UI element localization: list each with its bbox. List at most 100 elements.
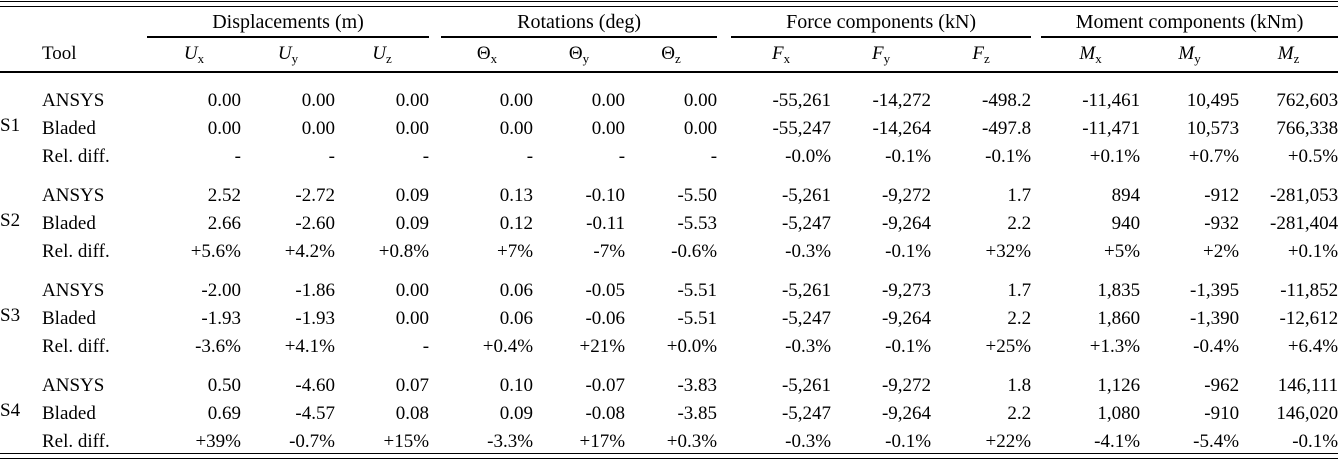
- value-cell: -11,852: [1280, 280, 1338, 301]
- value-cell: 0.50: [207, 375, 241, 396]
- value-cell: -4.57: [295, 403, 335, 424]
- column-gap: [429, 140, 441, 168]
- symbol-subscript: y: [582, 50, 590, 66]
- value-cell: +6.4%: [1287, 336, 1338, 357]
- value-cell: +4.1%: [284, 336, 335, 357]
- value-cell: 1,835: [1097, 280, 1141, 301]
- value-cell: +17%: [579, 431, 626, 452]
- column-gap: [1031, 330, 1041, 358]
- column-gap: [717, 425, 731, 453]
- column-gap: [717, 37, 732, 73]
- value-cell: -912: [1204, 185, 1240, 206]
- value-cell: -3.85: [677, 403, 718, 424]
- value-cell: 0.00: [301, 90, 335, 111]
- tool-cell: Bladed: [42, 118, 96, 139]
- symbol-subscript: y: [1194, 50, 1201, 66]
- column-gap: [429, 235, 441, 263]
- group-header-rotations: Rotations (deg): [441, 7, 718, 38]
- value-cell: 0.00: [591, 118, 626, 139]
- value-cell: +0.0%: [666, 336, 718, 357]
- value-cell: -55,247: [772, 118, 832, 139]
- value-cell: -: [422, 336, 430, 357]
- value-cell: -281,053: [1270, 185, 1338, 206]
- value-cell: -9,272: [881, 375, 932, 396]
- symbol-base: U: [183, 42, 198, 64]
- value-cell: 0.00: [499, 90, 534, 111]
- column-gap: [717, 397, 731, 425]
- column-gap: [717, 263, 731, 302]
- value-cell: +22%: [985, 431, 1032, 452]
- value-cell: -0.3%: [785, 241, 832, 262]
- value-cell: 2.52: [207, 185, 241, 206]
- tool-cell: Bladed: [42, 213, 96, 234]
- value-cell: +21%: [579, 336, 626, 357]
- value-cell: -1,390: [1190, 308, 1240, 329]
- value-cell: -0.1%: [885, 146, 932, 167]
- tool-cell: ANSYS: [42, 375, 105, 396]
- value-cell: -11,461: [1082, 90, 1141, 111]
- symbol-subscript: x: [490, 50, 498, 66]
- results-table-body: S1 ANSYS 0.00 0.00 0.00 0.00 0.00 0.00 -55,261 -1…: [0, 72, 1338, 453]
- value-cell: 0.08: [395, 403, 430, 424]
- column-gap: [429, 7, 441, 37]
- value-cell: 940: [1111, 213, 1141, 234]
- column-gap: [429, 112, 441, 140]
- tool-cell: ANSYS: [42, 280, 105, 301]
- symbol-subscript: x: [197, 50, 205, 66]
- column-gap: [1031, 425, 1041, 453]
- tool-cell: Rel. diff.: [42, 336, 110, 357]
- value-cell: -9,273: [881, 280, 932, 301]
- section-label: S1: [0, 115, 21, 136]
- value-cell: -4.1%: [1094, 431, 1141, 452]
- value-cell: 0.00: [683, 118, 718, 139]
- value-cell: +15%: [383, 431, 430, 452]
- group-header-row: Displacements (m) Rotations (deg) Force …: [0, 7, 1338, 38]
- value-cell: +0.7%: [1188, 146, 1240, 167]
- table-top-rule: [0, 1, 1338, 7]
- value-cell: -0.7%: [289, 431, 335, 452]
- value-cell: -0.08: [585, 403, 626, 424]
- value-cell: -: [234, 146, 241, 167]
- value-cell: -2.60: [295, 213, 335, 234]
- value-cell: -0.0%: [785, 146, 832, 167]
- value-cell: -14,264: [872, 118, 932, 139]
- value-cell: +32%: [985, 241, 1032, 262]
- value-cell: +0.4%: [482, 336, 534, 357]
- value-cell: -498.2: [982, 90, 1032, 111]
- value-cell: -0.6%: [671, 241, 718, 262]
- symbol-base: Θ: [661, 42, 676, 64]
- symbol-subscript: z: [385, 50, 392, 66]
- column-gap: [1031, 168, 1041, 207]
- value-cell: -910: [1204, 403, 1240, 424]
- table-row-s4-ansys: S4 ANSYS 0.50 -4.60 0.07 0.10 -0.07 -3.83 -5,261…: [0, 358, 1338, 421]
- column-gap: [1031, 72, 1041, 112]
- column-gap: [717, 72, 731, 112]
- value-cell: -1,395: [1190, 280, 1240, 301]
- value-cell: -3.6%: [195, 336, 241, 357]
- value-cell: -2.72: [295, 185, 335, 206]
- value-cell: -12,612: [1279, 308, 1338, 329]
- table-row-s4-bladed: Bladed 0.69 -4.57 0.08 0.09 -0.08 -3.85 -5,247 -…: [0, 397, 1338, 425]
- value-cell: +5.6%: [190, 241, 241, 262]
- value-cell: -0.07: [585, 375, 626, 396]
- value-cell: -: [618, 146, 626, 167]
- table-row-s4-rel-diff: Rel. diff. +39% -0.7% +15% -3.3% +17% +0.3% -0.…: [0, 425, 1338, 453]
- value-cell: -5.53: [677, 213, 718, 234]
- value-cell: 0.07: [395, 375, 430, 396]
- value-cell: -5,261: [781, 280, 832, 301]
- value-cell: +4.2%: [284, 241, 335, 262]
- column-gap: [717, 302, 731, 330]
- value-cell: -0.1%: [985, 146, 1032, 167]
- value-cell: -0.11: [586, 213, 626, 234]
- table-row-s2-bladed: Bladed 2.66 -2.60 0.09 0.12 -0.11 -5.53 -5,247 -…: [0, 207, 1338, 235]
- value-cell: 146,111: [1277, 375, 1338, 396]
- symbol-subscript: z: [675, 50, 681, 66]
- symbol-base: M: [1079, 42, 1096, 64]
- value-cell: 0.10: [499, 375, 534, 396]
- value-cell: +2%: [1203, 241, 1240, 262]
- column-gap: [429, 330, 441, 358]
- group-header-blank: [0, 7, 147, 37]
- column-gap: [429, 168, 441, 207]
- value-cell: +0.1%: [1089, 146, 1141, 167]
